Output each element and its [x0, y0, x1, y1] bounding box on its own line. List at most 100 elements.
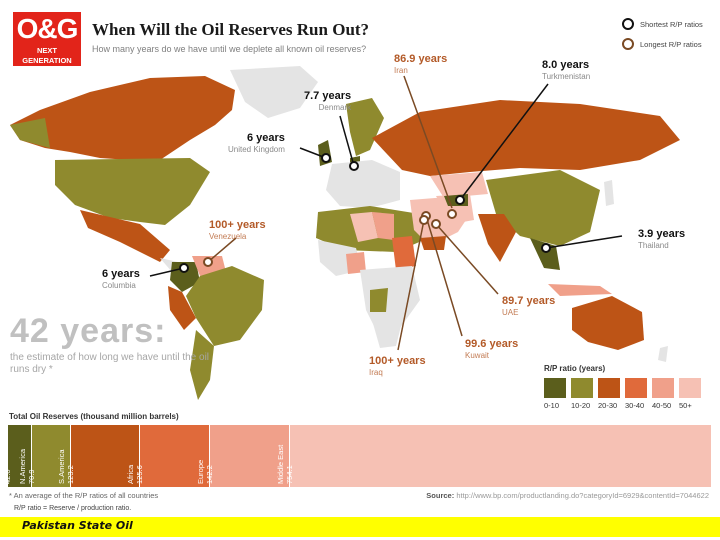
footnote-average: * An average of the R/P ratios of all co… — [9, 491, 159, 500]
swatch-40-50 — [652, 378, 674, 398]
callout-iran: 86.9 years Iran — [394, 53, 448, 75]
map-alaska — [10, 118, 50, 148]
map-india — [478, 214, 516, 262]
rp-legend-title: R/P ratio (years) — [544, 364, 606, 373]
map-southeast-asia — [530, 238, 560, 270]
map-nigeria — [346, 252, 366, 274]
map-angola — [370, 288, 388, 312]
rp-label: 50+ — [679, 401, 692, 410]
bar-segment-africa: Africa 125.6 — [126, 425, 211, 487]
marker-venezuela — [203, 257, 213, 267]
bar-category-label: Middle East — [275, 444, 285, 484]
rp-label: 0-10 — [544, 401, 560, 410]
callout-denmark: 7.7 years Denmark — [304, 90, 352, 112]
callout-venezuela: 100+ years Venezuela — [209, 219, 266, 241]
bar-segment-europe: Europe 142.2 — [196, 425, 290, 487]
bar-category-label: Africa — [126, 464, 136, 484]
map-australia — [572, 296, 644, 350]
rp-label: 40-50 — [652, 401, 672, 410]
bar-value-label: 123.2 — [66, 465, 76, 484]
world-map — [10, 66, 680, 400]
callout-thailand: 3.9 years Thailand — [638, 228, 686, 250]
bar-value-label: 42.0 — [3, 469, 12, 484]
bar-segment-label: Middle East 754.1 — [276, 424, 294, 484]
reserves-bar-chart: Asia Pacific 42.0 N.America 70.9 S.America 12… — [0, 425, 712, 487]
swatch-0-10 — [544, 378, 566, 398]
map-nz — [658, 346, 668, 362]
map-greenland — [230, 66, 318, 118]
map-kazakhstan — [430, 172, 488, 198]
marker-columbia — [179, 263, 189, 273]
rp-label: 20-30 — [598, 401, 618, 410]
map-argentina — [190, 330, 214, 400]
callout-uk: 6 years United Kingdom — [228, 132, 285, 154]
map-sudan — [392, 236, 416, 270]
source-label: Source: — [426, 491, 455, 500]
legend-shortest: Shortest R/P ratios — [640, 19, 703, 29]
marker-denmark — [349, 161, 359, 171]
bar-segment-n-america: N.America 70.9 — [18, 425, 72, 487]
summary-text: the estimate of how long we have until t… — [10, 352, 210, 375]
summary-big: 42 years: — [10, 312, 167, 350]
footer-org: Pakistan State Oil — [22, 519, 133, 532]
footer-bar: Pakistan State Oil — [0, 517, 720, 537]
bar-value-label: 125.6 — [135, 465, 145, 484]
logo-mark: O&G — [16, 13, 79, 44]
chart-title: Total Oil Reserves (thousand million bar… — [9, 412, 179, 421]
map-algeria — [350, 212, 378, 242]
map-china — [486, 170, 600, 246]
callout-iraq: 100+ years Iraq — [369, 355, 426, 377]
footnote-rp: R/P ratio = Reserve / production ratio. — [14, 505, 132, 512]
source-note: Source: http://www.bp.com/productlanding… — [426, 491, 709, 500]
bar-segment-label: Asia Pacific 42.0 — [0, 424, 12, 484]
bar-segment-label: Europe 142.2 — [196, 424, 214, 484]
shortest-ring-icon — [622, 18, 634, 30]
map-south-africa — [372, 320, 402, 348]
marker-iran — [447, 209, 457, 219]
marker-uae — [431, 219, 441, 229]
bar-segment-middle-east: Middle East 754.1 — [276, 425, 712, 487]
bar-segment-label: S.America 123.2 — [57, 424, 75, 484]
map-usa — [55, 158, 210, 225]
logo-tagline: NEXT GENERATION — [13, 46, 81, 66]
longest-ring-icon — [622, 38, 634, 50]
marker-legend: Shortest R/P ratios Longest R/P ratios — [622, 14, 703, 54]
bar-segment-s-america: S.America 123.2 — [57, 425, 141, 487]
map-peru — [168, 286, 196, 330]
callout-turkmenistan: 8.0 years Turkmenistan — [542, 59, 591, 81]
marker-turkmenistan — [455, 195, 465, 205]
page-subtitle: How many years do we have until we deple… — [92, 44, 367, 54]
bar-segment-asia-pacific: Asia Pacific 42.0 — [0, 425, 32, 487]
swatch-20-30 — [598, 378, 620, 398]
bar-category-label: N.America — [17, 448, 27, 484]
map-libya — [372, 212, 394, 240]
rp-legend: R/P ratio (years) 0-10 10-20 20-30 30-40… — [544, 364, 706, 410]
map-russia — [372, 100, 680, 176]
bar-value-label: 142.2 — [205, 465, 215, 484]
marker-iraq — [419, 215, 429, 225]
map-scandinavia — [346, 98, 384, 156]
map-brazil — [186, 266, 264, 346]
map-mexico — [80, 210, 170, 262]
page-title: When Will the Oil Reserves Run Out? — [92, 20, 370, 39]
marker-uk — [321, 153, 331, 163]
bar-category-label: S.America — [57, 449, 67, 484]
callout-kuwait: 99.6 years Kuwait — [465, 338, 519, 360]
map-japan — [604, 180, 614, 206]
legend-longest: Longest R/P ratios — [640, 39, 702, 49]
callout-columbia: 6 years Columbia — [102, 268, 140, 290]
map-canada — [10, 76, 235, 160]
bar-segment-label: Africa 125.6 — [126, 424, 144, 484]
callout-uae: 89.7 years UAE — [502, 295, 556, 317]
marker-thailand — [541, 243, 551, 253]
map-yemen — [420, 236, 446, 250]
swatch-50-plus — [679, 378, 701, 398]
swatch-10-20 — [571, 378, 593, 398]
bar-segment-label: N.America 70.9 — [18, 424, 36, 484]
bar-value-label: 754.1 — [284, 465, 294, 484]
rp-label: 10-20 — [571, 401, 591, 410]
map-europe — [326, 160, 400, 208]
bar-value-label: 70.9 — [26, 469, 36, 484]
source-url: http://www.bp.com/productlanding.do?cate… — [456, 491, 709, 500]
map-indonesia — [548, 284, 612, 296]
